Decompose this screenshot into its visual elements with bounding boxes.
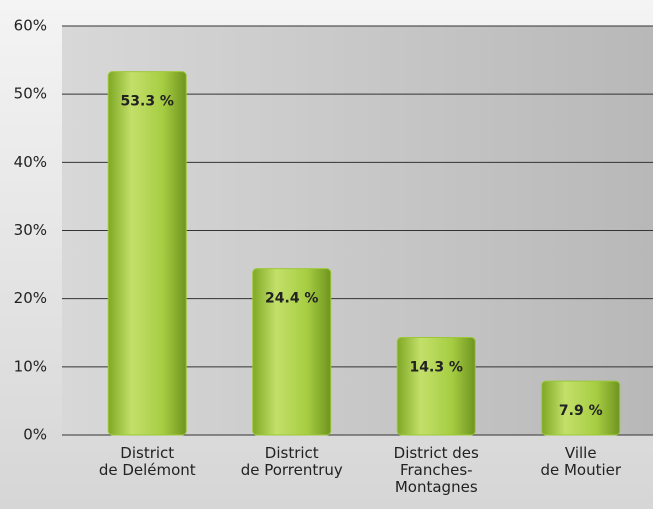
- y-tick-label: 10%: [14, 357, 47, 375]
- y-tick-label: 20%: [14, 289, 47, 307]
- value-label: 53.3 %: [121, 94, 174, 110]
- value-label: 24.4 %: [265, 291, 318, 307]
- x-tick-label: District de Delémont: [98, 444, 196, 479]
- y-tick-label: 50%: [14, 85, 47, 103]
- bar: [107, 71, 187, 436]
- bar: [396, 337, 476, 436]
- y-tick-label: 40%: [14, 153, 47, 171]
- value-label: 14.3 %: [410, 360, 463, 376]
- x-tick-label: District de Porrentruy: [240, 444, 343, 479]
- y-tick-label: 0%: [23, 426, 47, 444]
- y-tick-label: 60%: [14, 17, 47, 35]
- bar: [541, 380, 621, 436]
- value-label: 7.9 %: [559, 403, 603, 419]
- x-tick-label: Ville de Moutier: [540, 444, 622, 479]
- y-tick-label: 30%: [14, 221, 47, 239]
- bar: [252, 268, 332, 436]
- x-tick-label: District des Franches- Montagnes: [393, 444, 479, 496]
